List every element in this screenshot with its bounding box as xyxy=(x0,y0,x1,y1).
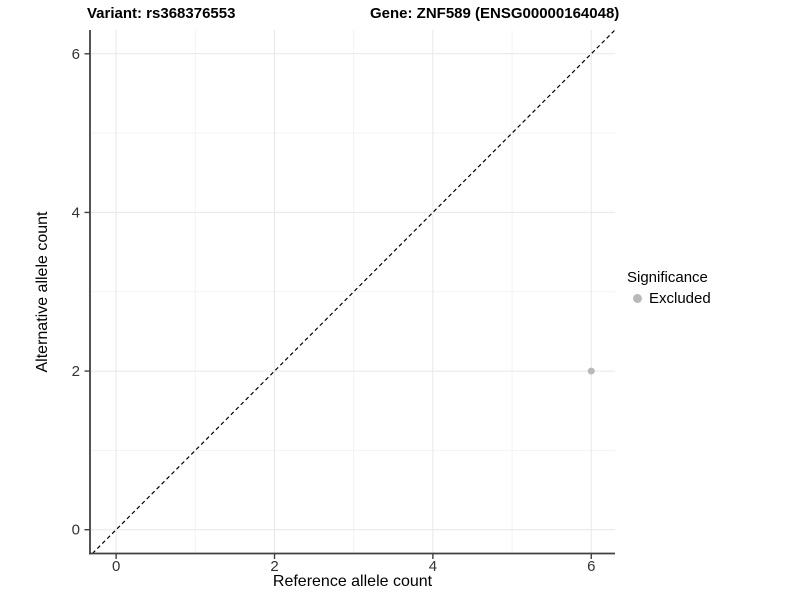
plot-title-variant: Variant: rs368376553 xyxy=(87,5,236,22)
legend-title: Significance xyxy=(627,269,708,286)
y-tick-label: 0 xyxy=(72,522,80,539)
identity-line xyxy=(91,29,616,554)
legend-dot-excluded-icon xyxy=(633,294,642,303)
legend-item-label: Excluded xyxy=(649,290,711,307)
plot-title-gene: Gene: ZNF589 (ENSG00000164048) xyxy=(370,5,620,22)
x-tick-label: 6 xyxy=(587,558,595,575)
x-axis-title: Reference allele count xyxy=(272,573,433,590)
x-tick-label: 2 xyxy=(270,558,278,575)
x-tick-label: 0 xyxy=(112,558,120,575)
data-point xyxy=(587,367,595,375)
y-tick-label: 6 xyxy=(72,46,80,63)
legend: Significance Excluded xyxy=(627,269,711,307)
y-tick-label: 4 xyxy=(72,204,80,221)
legend-item-excluded: Excluded xyxy=(627,290,711,307)
y-axis-title: Alternative allele count xyxy=(34,211,51,373)
x-tick-label: 4 xyxy=(429,558,437,575)
y-tick-label: 2 xyxy=(72,363,80,380)
